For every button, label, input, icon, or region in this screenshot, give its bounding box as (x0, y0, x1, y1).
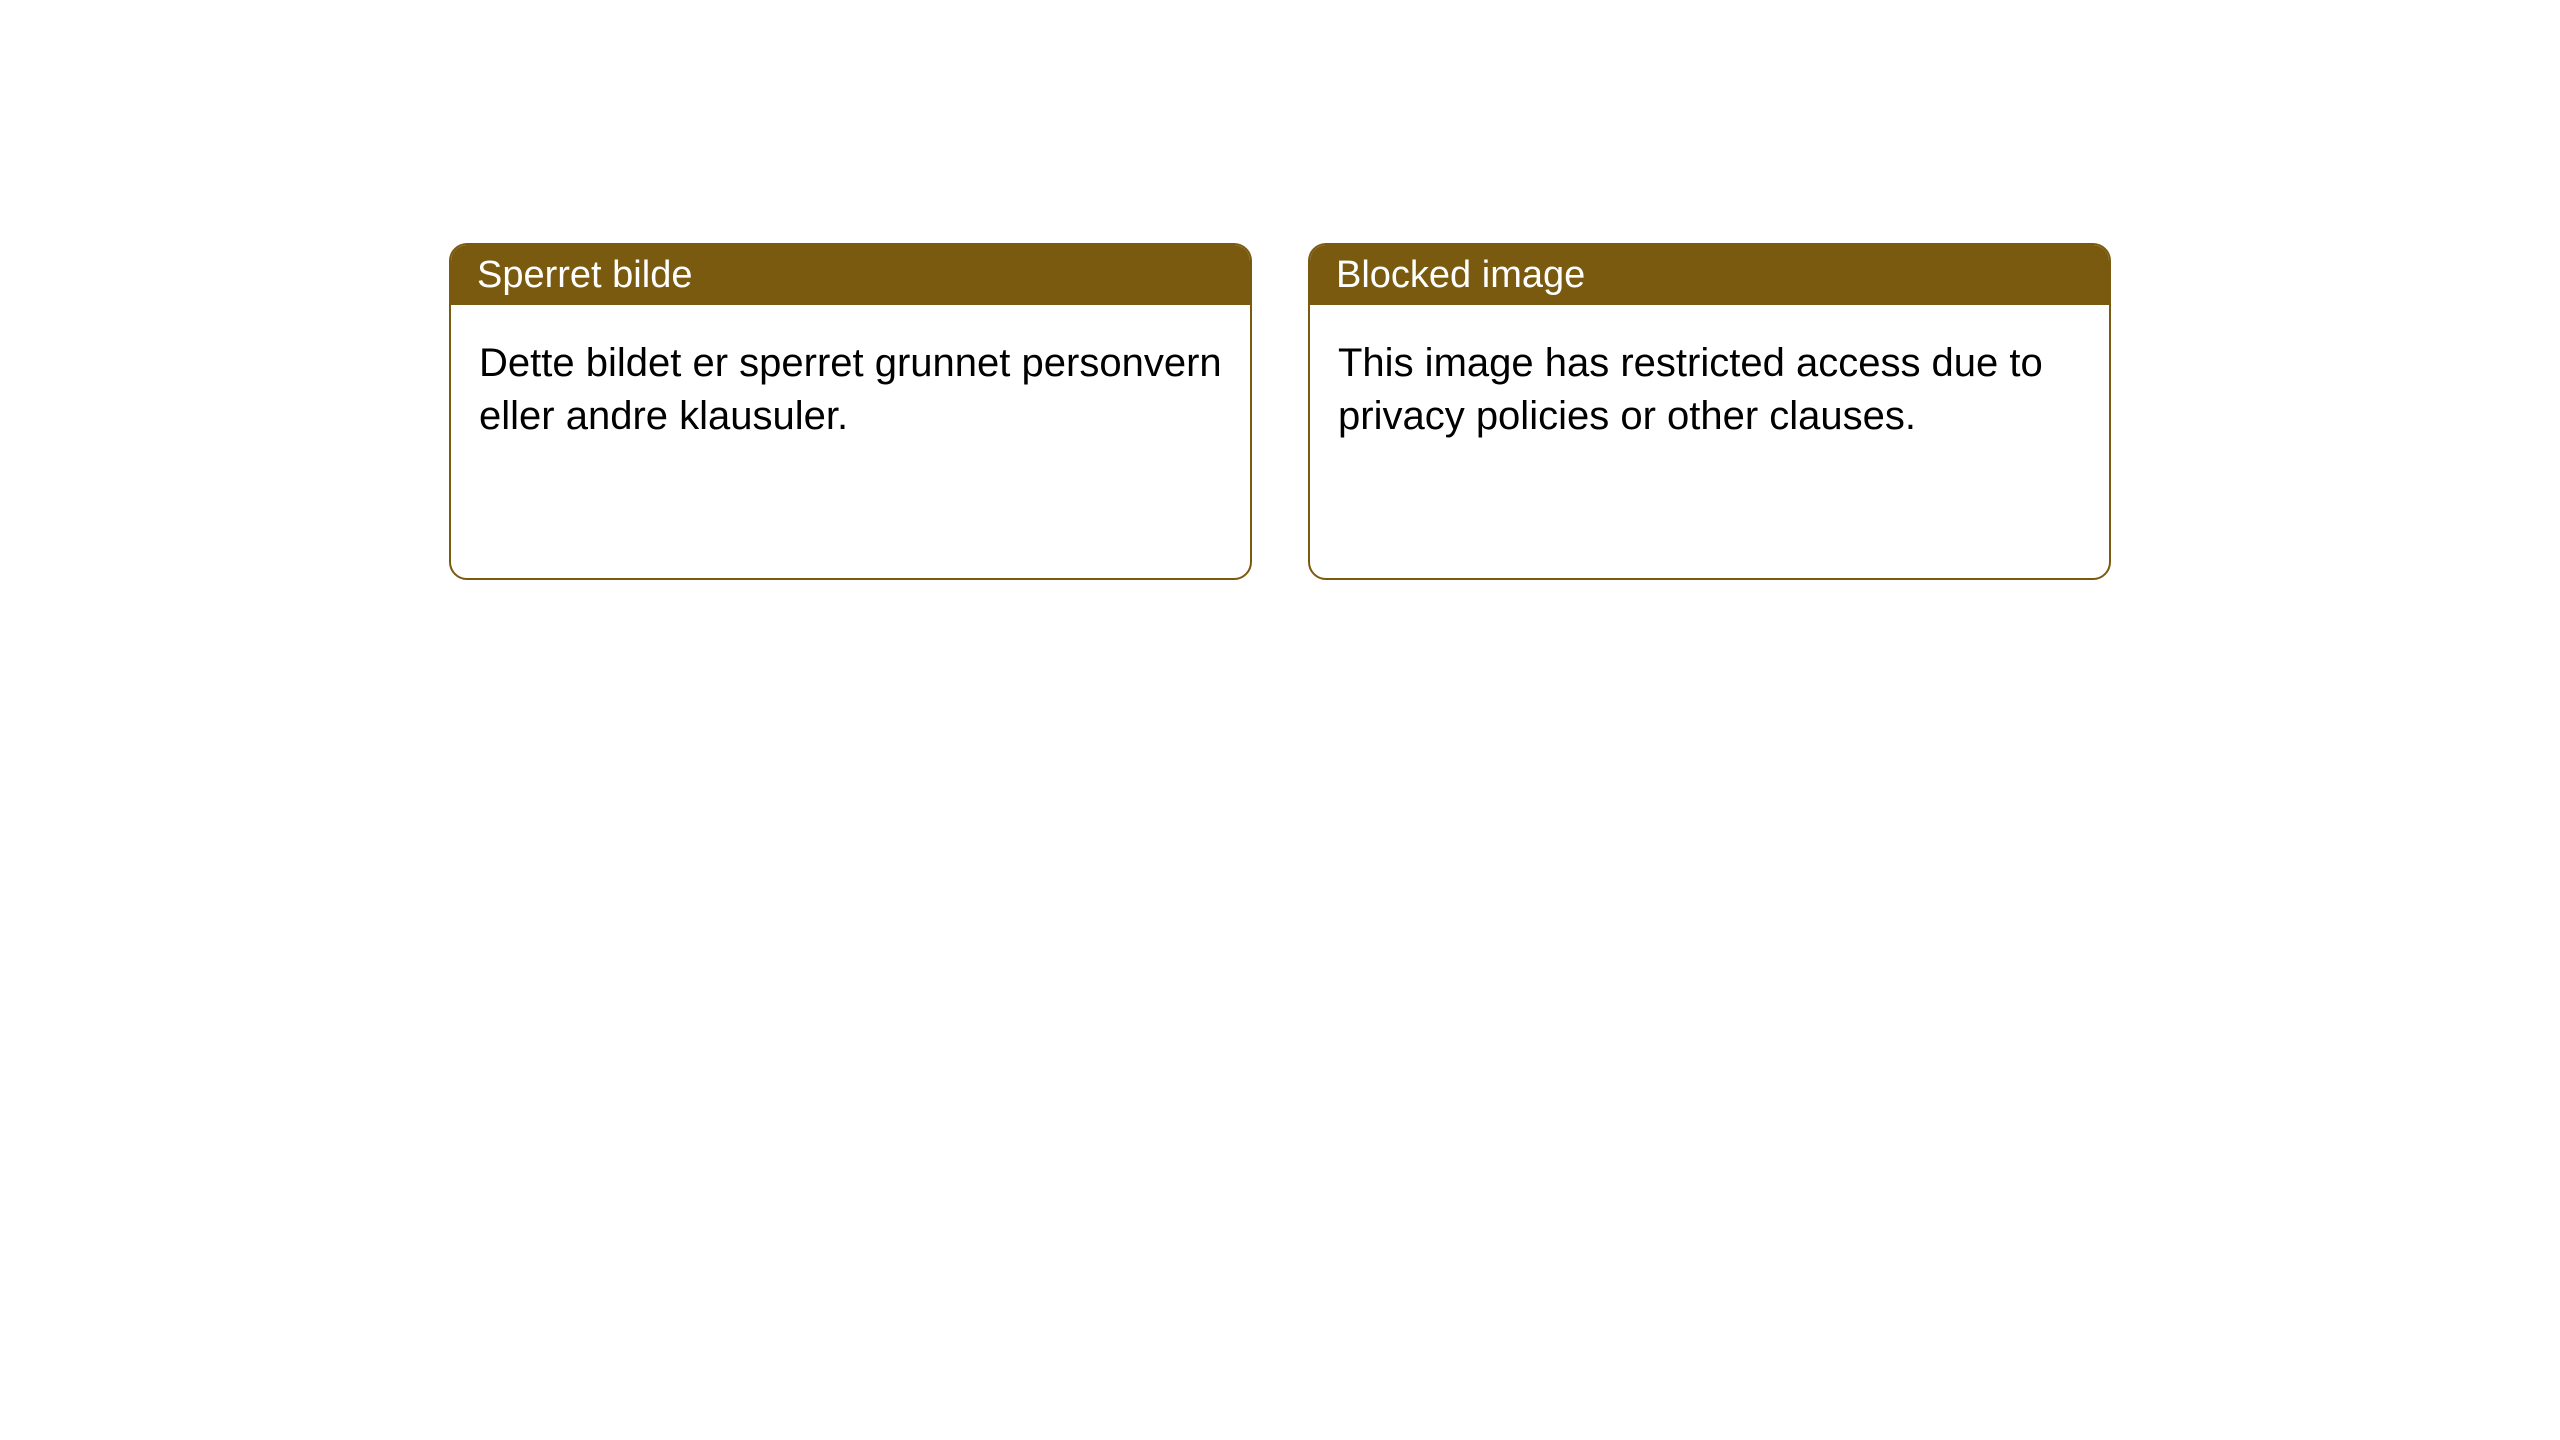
notice-container: Sperret bilde Dette bildet er sperret gr… (449, 243, 2111, 580)
notice-header: Blocked image (1310, 245, 2109, 305)
notice-message: Dette bildet er sperret grunnet personve… (479, 341, 1222, 438)
notice-title: Blocked image (1336, 254, 1585, 297)
notice-box-english: Blocked image This image has restricted … (1308, 243, 2111, 580)
notice-body: This image has restricted access due to … (1310, 305, 2109, 475)
notice-title: Sperret bilde (477, 254, 692, 297)
notice-header: Sperret bilde (451, 245, 1250, 305)
notice-body: Dette bildet er sperret grunnet personve… (451, 305, 1250, 475)
notice-message: This image has restricted access due to … (1338, 341, 2043, 438)
notice-box-norwegian: Sperret bilde Dette bildet er sperret gr… (449, 243, 1252, 580)
